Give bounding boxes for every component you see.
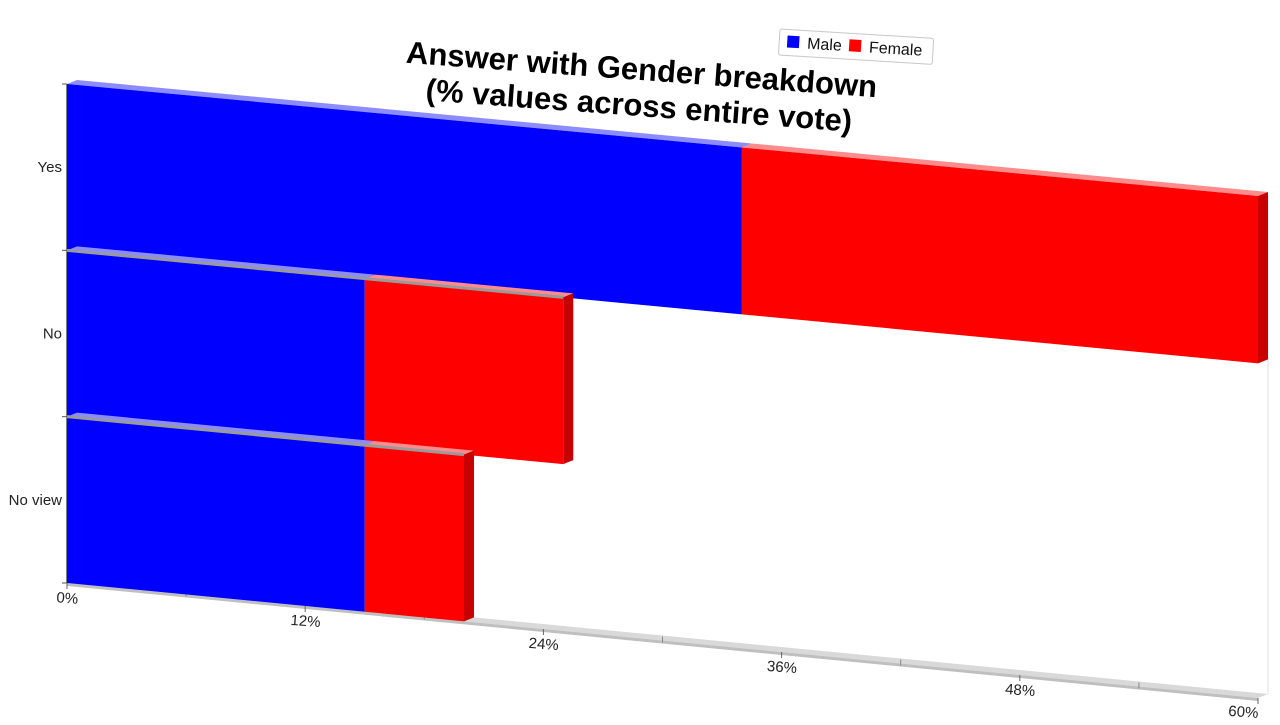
bar-no-side (563, 293, 574, 465)
bar-female-no-view-top (364, 441, 474, 455)
chart-labels: Yes No No view 0% 12% 24% 36% 48% 60% (9, 159, 1259, 722)
bar-female-no (364, 278, 564, 465)
category-label-no: No (43, 326, 62, 343)
bar-male-no-top (67, 246, 375, 279)
bar-female-yes-top (741, 143, 1268, 196)
chart-bars (66, 80, 1268, 622)
category-label-no-view: No view (9, 492, 63, 509)
x-tick-label: 36% (766, 658, 797, 677)
bar-yes-side (1258, 192, 1268, 364)
chart-legend: Male Female (778, 28, 935, 65)
bar-male-no (67, 250, 365, 446)
bar-male-no-view (67, 416, 365, 612)
legend-swatch-female (848, 39, 862, 52)
legend-label-male: Male (807, 36, 843, 55)
bar-female-no-view (364, 445, 464, 622)
category-separator (66, 248, 564, 299)
legend-label-female: Female (868, 39, 922, 59)
category-label-yes: Yes (38, 159, 62, 176)
x-tick-label: 60% (1228, 703, 1259, 720)
x-tick-label: 24% (528, 635, 559, 654)
x-tick-label: 0% (56, 589, 79, 608)
bar-male-no-view-top (67, 412, 375, 446)
legend-swatch-male (786, 35, 800, 49)
bar-male-yes (67, 84, 742, 315)
bar-female-yes (741, 147, 1258, 364)
bar-male-yes-top (67, 80, 752, 148)
category-separator (66, 415, 465, 457)
bar-female-no-top (364, 274, 574, 298)
x-tick-label: 48% (1005, 681, 1036, 700)
bar-no-view-side (464, 450, 474, 622)
x-tick-label: 12% (290, 612, 321, 631)
